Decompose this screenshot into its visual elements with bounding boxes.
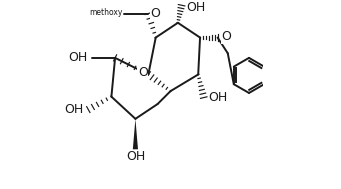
Text: O: O — [138, 66, 148, 79]
Text: OH: OH — [208, 91, 227, 104]
Text: methoxy: methoxy — [89, 8, 122, 17]
Text: OH: OH — [186, 1, 205, 14]
Text: OH: OH — [68, 51, 87, 64]
Text: O: O — [221, 30, 231, 43]
Text: O: O — [150, 7, 160, 20]
Text: OH: OH — [126, 150, 145, 163]
Text: OH: OH — [64, 103, 84, 116]
Polygon shape — [133, 119, 138, 149]
